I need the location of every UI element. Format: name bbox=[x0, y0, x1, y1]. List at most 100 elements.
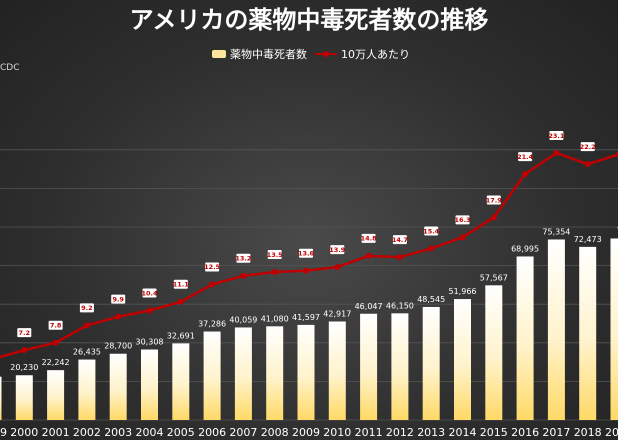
rate-point bbox=[428, 245, 435, 252]
rate-value-label: 11.1 bbox=[173, 279, 189, 289]
rate-value-label: 14.8 bbox=[361, 233, 378, 243]
x-tick-label: 2006 bbox=[198, 426, 226, 439]
rate-value-label: 7.2 bbox=[17, 328, 32, 338]
rate-label-text: 13.2 bbox=[235, 255, 251, 263]
bar-2017 bbox=[547, 239, 565, 420]
source-label: CDC bbox=[0, 63, 20, 73]
rate-label-text: 9.9 bbox=[112, 295, 124, 303]
bar-2000 bbox=[15, 375, 33, 420]
bar-2006 bbox=[203, 331, 221, 420]
rate-label-box bbox=[549, 131, 564, 140]
x-tick-label: 2011 bbox=[355, 426, 383, 439]
x-tick-label: 2000 bbox=[10, 426, 38, 439]
bar-2016 bbox=[516, 256, 534, 420]
bar-2004 bbox=[141, 349, 158, 420]
rate-label-box bbox=[455, 215, 470, 225]
rate-point bbox=[396, 254, 403, 261]
bar-value-label: 42,917 bbox=[323, 309, 351, 318]
bar-value-label: 32,691 bbox=[167, 331, 195, 340]
rate-value-label: 7.8 bbox=[48, 320, 63, 330]
bar-value-label: 72,473 bbox=[574, 235, 602, 244]
bar-1999 bbox=[0, 376, 2, 420]
x-tick-label: 2003 bbox=[104, 426, 132, 439]
rate-label-box bbox=[142, 288, 157, 298]
bar-value-label: 75,354 bbox=[542, 227, 570, 236]
rate-label-box bbox=[299, 248, 313, 258]
rate-point bbox=[490, 214, 497, 221]
bar-2012 bbox=[391, 313, 409, 420]
rate-value-label: 17.9 bbox=[486, 195, 503, 205]
bar-value-label: 51,966 bbox=[449, 287, 477, 296]
bar-value-label: 46,047 bbox=[355, 302, 383, 311]
rate-label-text: 23.1 bbox=[548, 132, 565, 140]
rate-label-box bbox=[580, 142, 595, 152]
bar-value-label: 26,435 bbox=[73, 348, 101, 357]
rate-point bbox=[115, 313, 122, 320]
x-tick-label: 2005 bbox=[167, 426, 195, 439]
rate-point bbox=[553, 150, 560, 156]
rate-label-box bbox=[79, 303, 94, 313]
rate-label-box bbox=[111, 294, 126, 304]
bar-series bbox=[0, 238, 618, 420]
rate-value-label: 10.4 bbox=[141, 288, 158, 298]
rate-point bbox=[83, 322, 90, 329]
rate-point bbox=[52, 339, 59, 346]
bar-value-label: 46,150 bbox=[386, 301, 414, 310]
rate-point bbox=[240, 272, 247, 279]
rate-value-label: 13.9 bbox=[329, 245, 346, 255]
rate-point bbox=[522, 171, 529, 178]
rate-label-text: 7.8 bbox=[50, 322, 62, 330]
x-tick-label: 2001 bbox=[42, 426, 70, 439]
bar-value-label: 28,700 bbox=[104, 342, 132, 351]
rate-label-box bbox=[205, 262, 220, 272]
x-tick-label: 1999 bbox=[0, 426, 7, 439]
legend-swatch-rate-marker bbox=[323, 51, 329, 57]
rate-value-label: 23.1 bbox=[548, 131, 565, 140]
rate-label-text: 13.6 bbox=[298, 250, 315, 258]
legend-label-rate: 10万人あたり bbox=[341, 48, 410, 61]
bar-2015 bbox=[485, 285, 503, 420]
x-tick-label: 2002 bbox=[73, 426, 101, 439]
rate-value-label: 13.6 bbox=[298, 248, 315, 258]
x-tick-label: 2013 bbox=[417, 426, 445, 439]
rate-label-text: 9.2 bbox=[81, 304, 93, 312]
legend: 薬物中毒死者数 10万人あたり bbox=[212, 47, 410, 61]
rate-label-text: 15.4 bbox=[423, 227, 440, 235]
rate-point bbox=[271, 269, 278, 276]
legend-swatch-deaths bbox=[212, 50, 226, 58]
rate-label-text: 17.9 bbox=[486, 196, 503, 204]
bar-value-label: 48,545 bbox=[417, 295, 445, 304]
bar-2010 bbox=[328, 321, 346, 420]
rate-label-box bbox=[424, 226, 439, 236]
rate-label-text: 14.7 bbox=[392, 236, 408, 244]
rate-value-label: 16.3 bbox=[454, 215, 471, 225]
chart-title: アメリカの薬物中毒死者数の推移 bbox=[130, 6, 489, 34]
rate-value-label: 22.2 bbox=[580, 142, 596, 152]
bar-value-label: 37,286 bbox=[198, 320, 226, 329]
rate-label-box bbox=[48, 320, 63, 330]
x-tick-label: 2014 bbox=[449, 426, 477, 439]
rate-label-text: 22.2 bbox=[580, 143, 596, 151]
bar-2014 bbox=[454, 299, 471, 420]
rate-label-box bbox=[392, 235, 407, 245]
bar-value-label: 20,230 bbox=[10, 363, 38, 372]
rate-value-label: 9.2 bbox=[79, 303, 94, 313]
x-tick-label: 2009 bbox=[292, 426, 320, 439]
bar-2018 bbox=[579, 246, 597, 420]
rate-label-box bbox=[173, 279, 188, 289]
rate-point bbox=[146, 307, 153, 314]
bar-value-label: 22,242 bbox=[42, 358, 70, 367]
rate-point bbox=[365, 252, 372, 259]
bar-2007 bbox=[234, 327, 252, 420]
rate-value-label: 15.4 bbox=[423, 226, 440, 236]
rate-value-label: 21.4 bbox=[517, 152, 534, 162]
rate-label-box bbox=[267, 250, 282, 260]
bar-2019 bbox=[610, 238, 618, 420]
bar-2009 bbox=[297, 324, 315, 420]
rate-label-box bbox=[361, 233, 376, 243]
rate-label-text: 14.8 bbox=[361, 235, 378, 243]
